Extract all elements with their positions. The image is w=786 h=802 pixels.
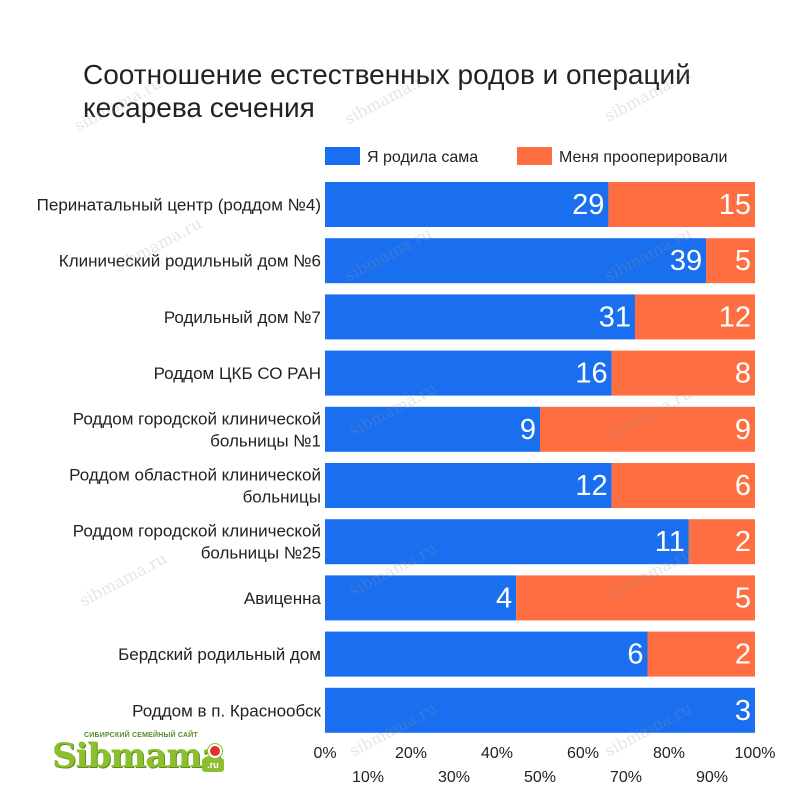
bar-segment-cesarean	[647, 631, 755, 677]
bar-value-label: 16	[575, 358, 607, 390]
category-label: Роддом ЦКБ СО РАН	[154, 364, 321, 383]
legend-swatch	[325, 147, 360, 165]
bar-segment-cesarean	[611, 350, 755, 396]
category-label-line: больницы	[243, 488, 321, 507]
bar-segment-cesarean	[706, 238, 755, 284]
bar-segment-natural	[325, 182, 609, 227]
x-tick-label: 70%	[610, 769, 642, 786]
category-label-line: Роддом городской клинической	[73, 409, 321, 428]
bar-segment-natural	[325, 519, 689, 565]
bar-value-label: 29	[572, 189, 604, 221]
logo-tagline: СИБИРСКИЙ СЕМЕЙНЫЙ САЙТ	[84, 732, 198, 739]
bar-value-label: 9	[520, 414, 536, 446]
x-tick-label: 40%	[481, 745, 513, 762]
category-label: Роддом городской клинической больницы №1	[73, 409, 321, 450]
bar-value-label: 5	[735, 245, 751, 277]
bar-segment-natural	[325, 350, 612, 396]
category-label: Авиценна	[244, 589, 322, 608]
x-axis-ticks: 0% 20% 40% 60% 80% 100% 10% 30% 50% 70% 90%	[313, 745, 775, 786]
x-tick-label: 90%	[696, 769, 728, 786]
bar-value-label: 12	[719, 301, 751, 333]
bar-value-label: 5	[735, 582, 751, 614]
bar-segment-cesarean	[540, 406, 755, 452]
bar-segment-natural	[325, 238, 707, 284]
category-label: Роддом городской клинической больницы №25	[73, 522, 321, 563]
bar-segment-natural	[325, 687, 755, 733]
bar-value-label: 6	[627, 639, 643, 671]
category-label-line: Роддом областной клинической	[69, 466, 321, 485]
x-tick-label: 60%	[567, 745, 599, 762]
bar-segment-natural	[325, 406, 540, 452]
sibmama-logo: СИБИРСКИЙ СЕМЕЙНЫЙ САЙТ Sibmama .ru	[52, 730, 232, 780]
bar-value-label: 9	[735, 414, 751, 446]
legend-swatch	[517, 147, 552, 165]
bar-value-label: 15	[719, 189, 751, 221]
bar-value-label: 2	[735, 639, 751, 671]
bars-group: 29 15 39 5 31 12 16 8 9 9 12 6 11 2 4 5 6 2 3	[325, 182, 755, 733]
bar-segment-natural	[325, 575, 517, 621]
bar-value-label: 31	[599, 301, 631, 333]
chart-title: Соотношение естественных родов и операци…	[83, 59, 691, 123]
category-label: Перинатальный центр (роддом №4)	[37, 196, 321, 215]
logo-domain: .ru	[202, 758, 224, 772]
logo-word: Sibmama	[52, 736, 223, 776]
bar-value-label: 12	[575, 470, 607, 502]
bar-segment-natural	[325, 294, 635, 340]
category-label: Клинический родильный дом №6	[59, 252, 321, 271]
category-label: Роддом областной клинической больницы	[69, 466, 321, 507]
legend: Я родила сама Меня прооперировали	[325, 147, 727, 166]
bar-value-label: 2	[735, 526, 751, 558]
bar-value-label: 11	[655, 526, 685, 558]
bar-segment-cesarean	[516, 575, 755, 621]
bar-value-label: 39	[670, 245, 702, 277]
category-label-line: Роддом городской клинической	[73, 522, 321, 541]
x-tick-label: 30%	[438, 769, 470, 786]
x-tick-label: 80%	[653, 745, 685, 762]
category-label-line: больницы №25	[201, 544, 321, 563]
bar-segment-natural	[325, 463, 612, 508]
legend-label: Я родила сама	[367, 149, 478, 166]
bar-segment-cesarean	[635, 294, 755, 340]
bar-segment-natural	[325, 631, 648, 677]
bar-value-label: 8	[735, 358, 751, 390]
bar-segment-cesarean	[688, 519, 755, 565]
bar-value-label: 4	[496, 582, 512, 614]
category-label: Роддом в п. Краснообск	[132, 701, 321, 720]
bar-segment-cesarean	[608, 182, 755, 227]
category-label: Родильный дом №7	[164, 308, 321, 327]
bar-value-label: 3	[735, 695, 751, 727]
x-tick-label: 0%	[313, 745, 336, 762]
x-tick-label: 50%	[524, 769, 556, 786]
x-tick-label: 10%	[352, 769, 384, 786]
bar-value-label: 6	[735, 470, 751, 502]
category-label-line: больницы №1	[210, 431, 321, 450]
logo-dot-icon	[208, 744, 222, 758]
x-tick-label: 100%	[735, 745, 776, 762]
legend-label: Меня прооперировали	[559, 149, 727, 166]
category-label: Бердский родильный дом	[118, 645, 321, 664]
category-labels: Перинатальный центр (роддом №4) Клиническ…	[37, 196, 322, 721]
bar-segment-cesarean	[611, 463, 755, 508]
x-tick-label: 20%	[395, 745, 427, 762]
